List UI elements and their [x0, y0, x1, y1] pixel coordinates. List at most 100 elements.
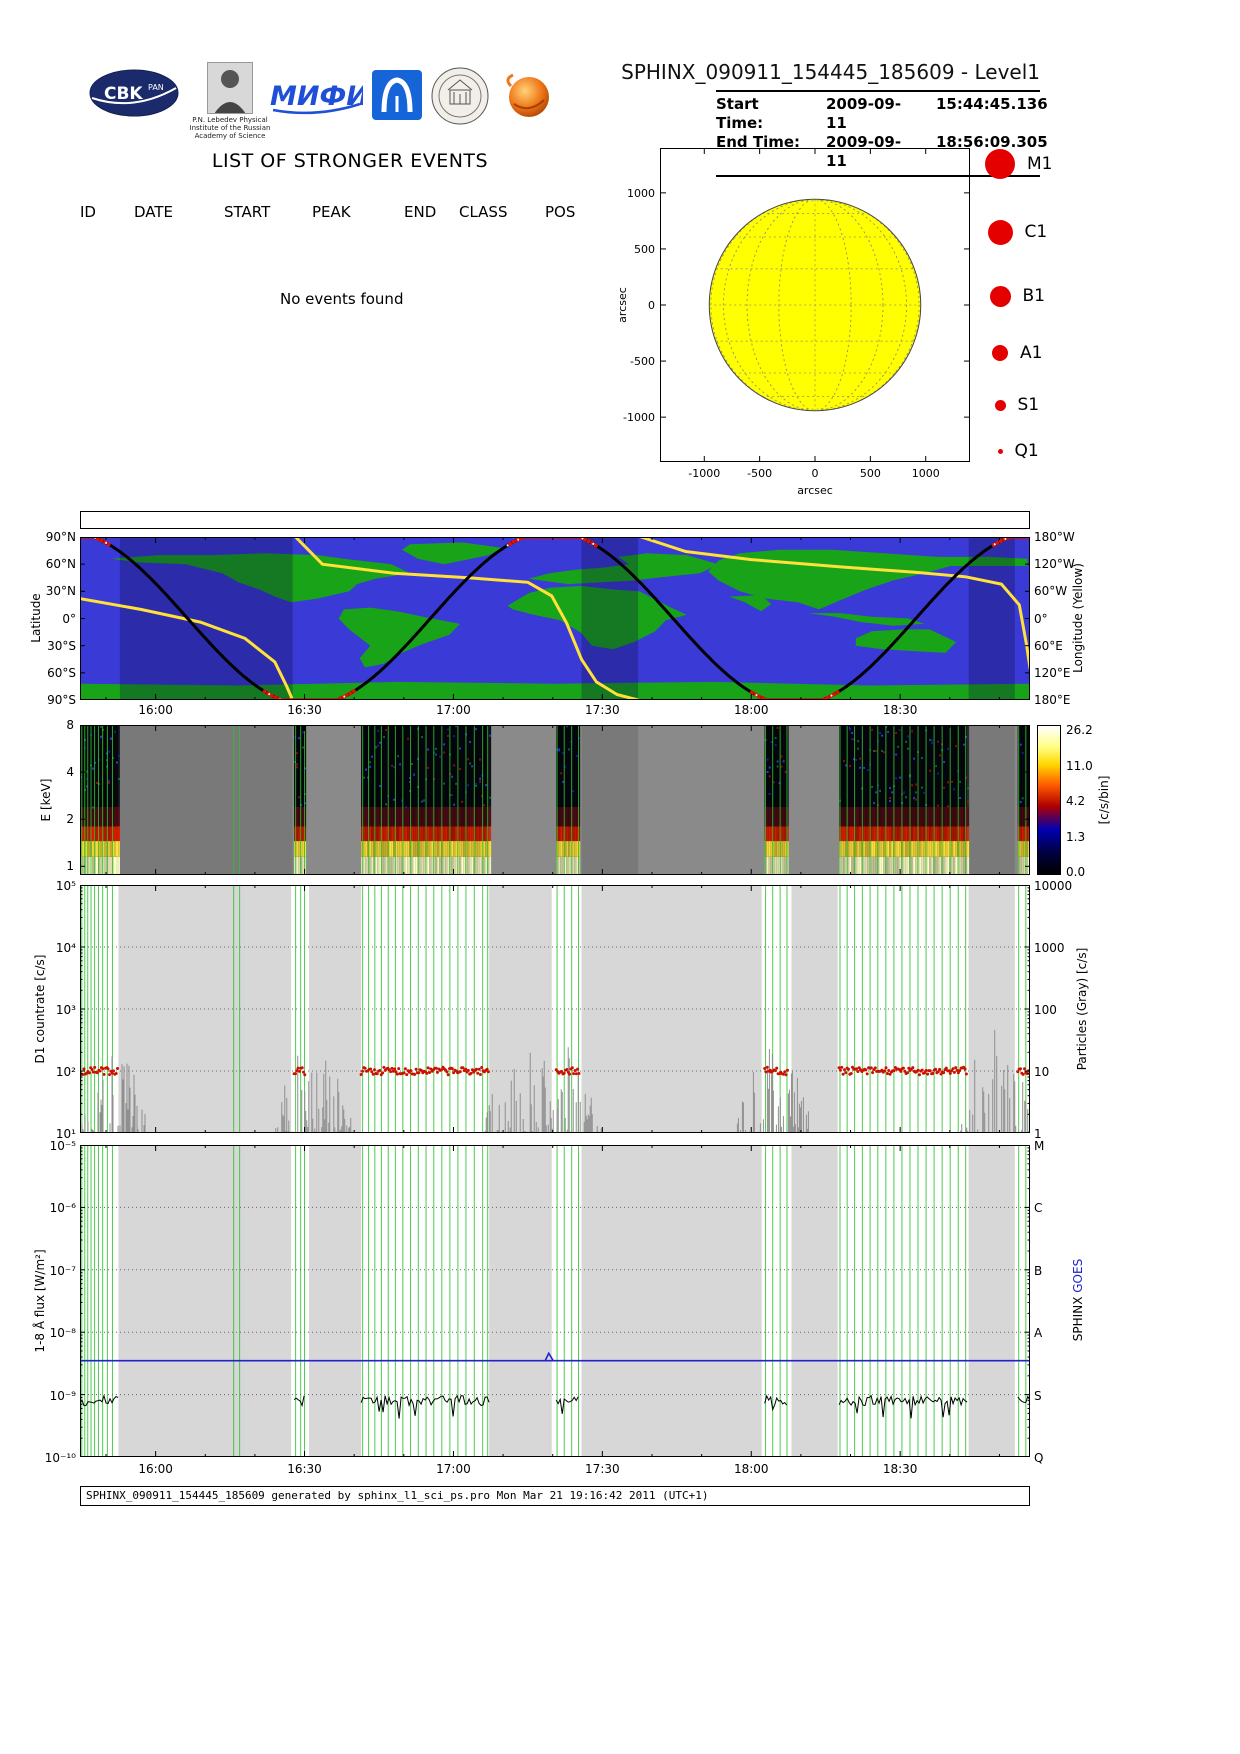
svg-text:500: 500 — [634, 243, 655, 256]
particles-tick-label: 10000 — [1034, 879, 1073, 893]
spectrogram-panel — [80, 725, 1030, 875]
sphinx-flux-trace — [1017, 1395, 1030, 1404]
events-column-pos: POS — [545, 203, 576, 221]
events-column-date: DATE — [134, 203, 174, 221]
flux-tick-label: 10⁻⁶ — [49, 1201, 76, 1216]
svg-text:-1000: -1000 — [623, 411, 655, 424]
flare-class-dot — [994, 399, 1006, 411]
svg-text:-500: -500 — [630, 355, 655, 368]
flare-class-dot — [985, 149, 1015, 179]
time-tick-label: 16:00 — [138, 703, 173, 717]
events-column-peak: PEAK — [312, 203, 351, 221]
svg-text:0: 0 — [648, 299, 655, 312]
flare-class-legend-item: Q1 — [985, 434, 1115, 468]
cbk-pan-logo: CBK PAN — [89, 69, 179, 117]
flare-class-label: A1 — [1020, 343, 1043, 363]
latitude-tick-label: 60°S — [47, 665, 76, 680]
energy-tick-label: 1 — [66, 859, 74, 874]
goes-class-letter: B — [1034, 1263, 1043, 1278]
flare-class-legend-item: S1 — [985, 388, 1115, 422]
flux-tick-label: 10⁻⁸ — [49, 1326, 76, 1341]
end-clock: 18:56:09.305 — [936, 133, 1048, 151]
energy-tick-label: 4 — [66, 765, 74, 780]
time-tick-label: 18:30 — [882, 1462, 918, 1476]
longitude-tick-label: 60°W — [1034, 584, 1068, 599]
latitude-tick-label: 30°S — [47, 638, 76, 653]
flux-tick-label: 10⁻¹⁰ — [44, 1451, 76, 1465]
goes-class-letter: A — [1034, 1326, 1043, 1341]
time-tick-label: 17:30 — [585, 1462, 620, 1476]
start-time-label: Start Time: — [716, 95, 764, 132]
time-tick-label: 18:00 — [733, 1462, 769, 1476]
latitude-tick-label: 60°N — [45, 557, 76, 572]
time-tick-label: 16:00 — [138, 1462, 173, 1476]
colorbar-tick-label: 11.0 — [1066, 758, 1093, 773]
lebedev-portrait-logo — [207, 62, 253, 114]
end-time-label: End Time: — [716, 133, 801, 151]
time-tick-label: 17:00 — [436, 1462, 471, 1476]
colorbar-tick-label: 26.2 — [1066, 723, 1093, 737]
countrate-panel — [80, 885, 1030, 1133]
svg-text:-1000: -1000 — [688, 467, 720, 480]
arch-logo — [372, 70, 422, 120]
colorbar-tick-label: 1.3 — [1066, 829, 1086, 844]
svg-text:0: 0 — [812, 467, 819, 480]
events-heading: LIST OF STRONGER EVENTS — [211, 150, 489, 172]
countrate-tick-label: 10¹ — [55, 1127, 76, 1141]
longitude-tick-label: 180°E — [1034, 693, 1071, 707]
flare-class-label: Q1 — [1014, 441, 1039, 461]
page-title: SPHINX_090911_154445_185609 - Level1 — [621, 60, 1040, 84]
sphinx-flux-trace — [764, 1394, 788, 1412]
flare-class-label: C1 — [1024, 222, 1048, 242]
sphinx-sun-logo — [506, 73, 549, 117]
longitude-tick-label: 180°W — [1034, 530, 1075, 544]
flare-class-label: S1 — [1017, 395, 1040, 415]
countrate-tick-label: 10⁴ — [55, 941, 76, 955]
plot-title-strip — [80, 511, 1030, 529]
latitude-tick-label: 90°S — [47, 693, 76, 707]
svg-text:500: 500 — [860, 467, 881, 480]
colorbar-tick-label: 0.0 — [1066, 865, 1086, 879]
colorbar-tick-label: 4.2 — [1066, 794, 1086, 808]
latitude-tick-label: 0° — [62, 611, 76, 626]
solar-disk-plot: -1000 -500 0 500 1000 1000 500 0 -500 -1000 arcsec… — [616, 148, 970, 497]
sphinx-flux-trace — [360, 1394, 490, 1419]
flux-tick-label: 10⁻⁷ — [49, 1263, 76, 1278]
time-tick-label: 16:30 — [287, 703, 322, 717]
ground-track-line — [80, 537, 1030, 700]
longitude-tick-label: 0° — [1034, 611, 1048, 626]
events-column-end: END — [404, 203, 437, 221]
goes-class-letter: Q — [1034, 1451, 1044, 1465]
end-time-row: End Time: 2009-09-11 18:56:09.305 — [716, 133, 1048, 171]
time-tick-label: 18:30 — [882, 703, 918, 717]
flux-right-label-sphinx: SPHINX — [1071, 1296, 1085, 1342]
ground-track-map-panel — [80, 537, 1030, 700]
flare-class-legend-item: M1 — [985, 147, 1115, 181]
svg-text:-500: -500 — [747, 467, 772, 480]
longitude-tick-label: 60°E — [1034, 638, 1063, 653]
svg-text:1000: 1000 — [912, 467, 940, 480]
flux-tick-label: 10⁻⁵ — [49, 1139, 76, 1153]
longitude-tick-label: 120°W — [1034, 557, 1075, 572]
time-range: Start Time: 2009-09-11 15:44:45.136 End … — [716, 90, 1048, 177]
pan-text: PAN — [148, 83, 164, 92]
cbk-text: CBK — [104, 84, 143, 104]
flare-class-legend-item: A1 — [985, 336, 1115, 370]
start-date: 2009-09-11 — [826, 95, 902, 132]
spectrogram-colorbar — [1037, 725, 1061, 875]
latitude-tick-label: 90°N — [45, 530, 76, 544]
time-tick-label: 17:00 — [436, 703, 471, 717]
sphinx-flux-trace — [293, 1395, 305, 1407]
events-column-class: CLASS — [459, 203, 508, 221]
flux-tick-label: 10⁻⁹ — [49, 1388, 76, 1403]
longitude-tick-label: 120°E — [1034, 665, 1071, 680]
particles-tick-label: 1000 — [1034, 941, 1065, 955]
spectrogram-ylabel: E [keV] — [39, 778, 53, 822]
flare-class-dot — [992, 345, 1008, 361]
countrate-tick-label: 10² — [55, 1065, 76, 1079]
lebedev-caption: P.N. Lebedev Physical Institute of the R… — [189, 116, 271, 141]
time-tick-label: 17:30 — [585, 703, 620, 717]
university-seal-logo — [431, 67, 489, 125]
events-empty-message: No events found — [280, 290, 404, 308]
